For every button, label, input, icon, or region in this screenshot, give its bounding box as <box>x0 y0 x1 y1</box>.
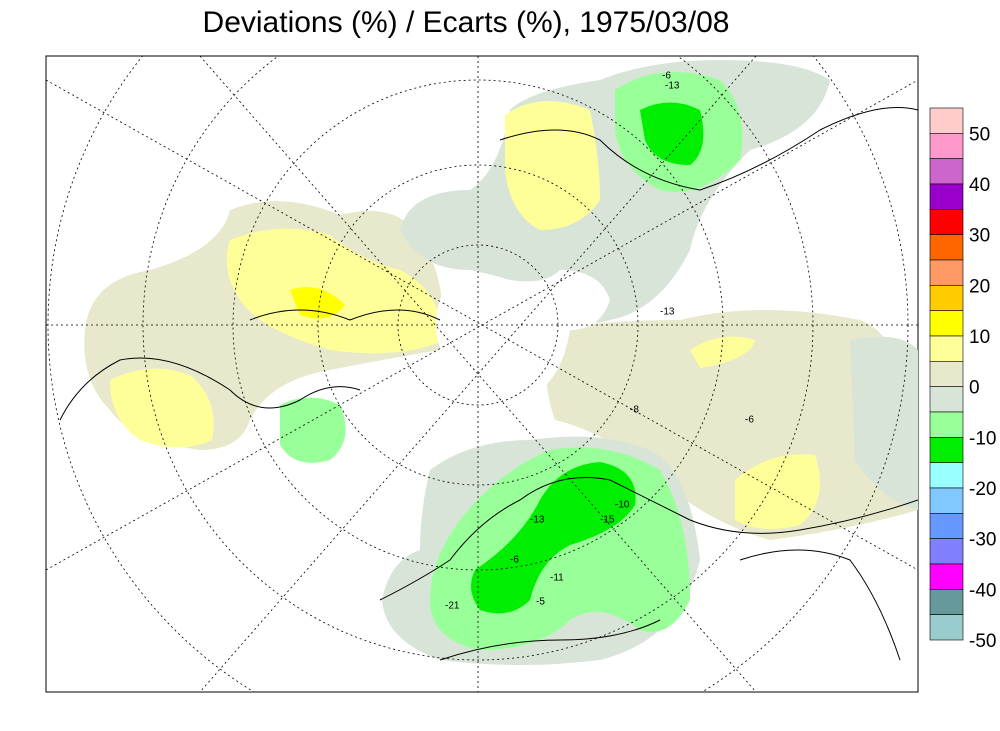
colorbar-swatch <box>929 310 964 337</box>
colorbar-swatch <box>929 209 964 235</box>
field-negative-strong <box>640 102 704 165</box>
contour-label: -10 <box>615 500 630 511</box>
colorbar-swatch <box>929 133 964 159</box>
colorbar-swatch <box>929 183 964 210</box>
colorbar-swatch <box>929 538 964 565</box>
field-positive <box>505 101 600 230</box>
field-positive <box>226 228 445 354</box>
graticule <box>199 56 757 692</box>
field-positive <box>735 454 820 529</box>
contour-label: -6 <box>510 555 519 566</box>
contour-label: -13 <box>665 81 680 92</box>
graticule <box>317 164 639 486</box>
field-positive <box>690 336 755 368</box>
colorbar-swatch <box>929 285 964 311</box>
colorbar-label: -20 <box>969 479 996 500</box>
colorbar-swatch <box>929 563 964 590</box>
title: Deviations (%) / Ecarts (%), 1975/03/08 <box>203 6 730 39</box>
colorbar-swatch <box>929 234 964 261</box>
colorbar-swatch <box>929 411 964 438</box>
colorbar-swatch <box>929 513 964 539</box>
colorbar-swatch <box>929 335 964 362</box>
colorbar-label: 0 <box>969 378 980 399</box>
field-positive <box>110 368 214 448</box>
field-neutral <box>546 310 918 540</box>
contour-label: -15 <box>600 515 615 526</box>
contour-label: -5 <box>536 597 545 608</box>
map: -6-13-10-11-5-21-13 -15-6-8-6-13 <box>45 55 919 693</box>
no-data-area <box>436 270 610 400</box>
contour-label: -11 <box>550 573 564 584</box>
colorbar-label: -40 <box>969 580 996 601</box>
map-labels: -6-13-10-11-5-21-13 -15-6-8-6-13 <box>445 71 754 612</box>
graticule <box>142 56 814 661</box>
colorbar-swatch <box>929 361 964 387</box>
colorbar-swatch <box>929 589 964 615</box>
contour-label: -8 <box>630 405 639 416</box>
colorbar-label: 10 <box>969 327 990 348</box>
colorbar-swatch <box>929 614 964 641</box>
field-negative <box>280 397 346 463</box>
field-neutral-negative <box>850 336 918 510</box>
colorbar-swatch <box>929 158 964 185</box>
colorbar-swatch <box>929 462 964 489</box>
coastline <box>59 107 918 661</box>
contour-label: -21 <box>445 601 460 612</box>
contour-label: -6 <box>745 415 754 426</box>
colorbar-label: 30 <box>969 226 990 247</box>
colorbar-label: -10 <box>969 428 996 449</box>
graticule <box>199 56 757 692</box>
colorbar-label: 20 <box>969 276 990 297</box>
colorbar: 50 40 30 20 10 0 -10 -20 -30 -40 -50 <box>929 107 996 652</box>
colorbar-swatch <box>929 107 964 134</box>
colorbar-swatch <box>929 386 964 413</box>
field-negative-strong <box>471 462 636 614</box>
contour-label: -13 <box>660 307 675 318</box>
colorbar-swatch <box>929 487 964 514</box>
colorbar-swatch <box>929 437 964 463</box>
contour-label: -6 <box>662 71 671 82</box>
colorbar-label: 40 <box>969 175 990 196</box>
colorbar-label: 50 <box>969 124 990 145</box>
colorbar-swatch <box>929 259 964 286</box>
graticule <box>46 79 918 571</box>
contour-label: -13 <box>530 515 545 526</box>
colorbar-label: -30 <box>969 530 996 551</box>
graticule <box>232 79 724 571</box>
colorbar-label: -50 <box>969 631 996 652</box>
